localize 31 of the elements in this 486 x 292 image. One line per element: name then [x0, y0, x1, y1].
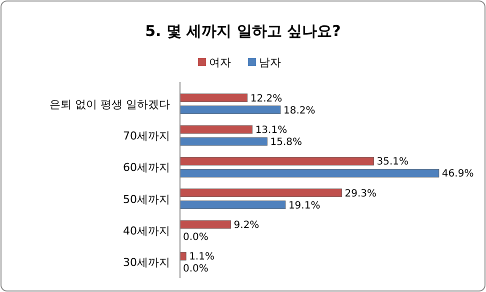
data-label: 0.0%	[183, 232, 208, 243]
data-label: 12.2%	[250, 93, 282, 104]
data-label: 19.1%	[288, 200, 320, 212]
y-tick-label: 은퇴 없이 평생 일하겠다	[50, 98, 170, 111]
bar	[180, 137, 268, 146]
data-label: 29.3%	[344, 188, 377, 200]
legend-label: 남자	[259, 56, 281, 69]
y-tick-label: 50세까지	[123, 192, 170, 206]
data-label: 13.1%	[255, 125, 288, 136]
data-label: 18.2%	[283, 105, 316, 116]
bar	[180, 156, 374, 166]
y-tick-label: 60세까지	[123, 161, 170, 174]
bar	[180, 252, 186, 260]
chart-title: 5. 몇 세까지 일하고 싶나요?	[145, 22, 341, 40]
bar	[180, 125, 253, 134]
data-label: 35.1%	[376, 156, 409, 168]
bar	[180, 220, 231, 229]
y-tick-label: 30세까지	[123, 256, 170, 270]
bar	[180, 94, 248, 102]
bar	[180, 200, 286, 210]
bar	[180, 106, 281, 114]
data-label: 15.8%	[270, 137, 302, 148]
bar	[180, 168, 440, 178]
data-label: 46.9%	[442, 168, 474, 180]
data-label: 0.0%	[183, 264, 208, 275]
bar	[180, 188, 342, 198]
y-tick-label: 70세까지	[123, 130, 170, 142]
data-label: 9.2%	[234, 220, 260, 231]
legend-label: 여자	[209, 56, 231, 69]
data-label: 1.1%	[189, 252, 214, 263]
y-tick-label: 40세까지	[123, 224, 170, 238]
